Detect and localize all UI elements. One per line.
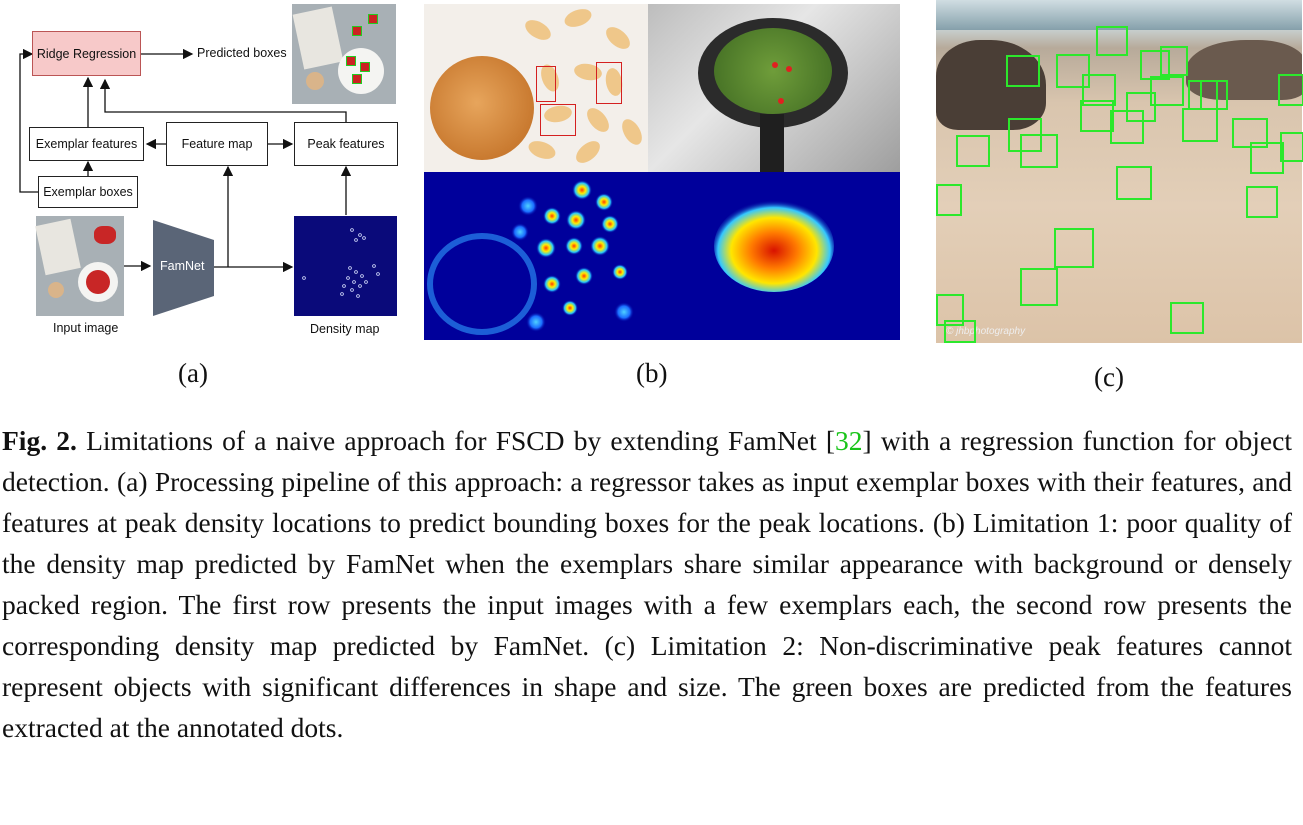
famnet-block — [153, 220, 214, 316]
detection-box — [1056, 54, 1090, 88]
exemplar-boxes-box: Exemplar boxes — [38, 176, 138, 208]
detection-box — [1140, 50, 1170, 80]
detection-box — [1116, 166, 1152, 200]
famnet-label: FamNet — [160, 259, 205, 273]
figure-label: Fig. 2. — [2, 425, 77, 456]
cashew-density-map — [424, 172, 648, 340]
peak-features-box: Peak features — [294, 122, 398, 166]
feature-map-box: Feature map — [166, 122, 268, 166]
detection-box — [1182, 108, 1218, 142]
detection-box — [1250, 142, 1284, 174]
input-image — [35, 216, 124, 316]
caption-text-2: ] with a regression function for object … — [2, 425, 1292, 743]
detection-box — [1246, 186, 1278, 218]
detection-box — [1278, 74, 1303, 106]
ridge-regression-label: Ridge Regression — [36, 46, 137, 61]
detection-box — [1200, 80, 1228, 110]
exemplar-boxes-label: Exemplar boxes — [43, 185, 133, 199]
detection-box — [1020, 268, 1058, 306]
exemplar-box — [540, 104, 576, 136]
cashew-image — [424, 4, 648, 172]
detection-box — [1080, 100, 1114, 132]
citation-link[interactable]: 32 — [835, 425, 863, 456]
detection-box — [956, 135, 990, 167]
exemplar-features-label: Exemplar features — [35, 137, 138, 151]
detection-box — [1006, 55, 1040, 87]
detection-box — [1054, 228, 1094, 268]
detection-box — [944, 320, 976, 343]
detection-box — [1126, 92, 1156, 122]
watermark-text: © jhbphotography — [946, 326, 1026, 337]
ridge-regression-box: Ridge Regression — [32, 31, 141, 76]
exemplar-box — [536, 66, 556, 102]
predicted-boxes-label: Predicted boxes — [197, 46, 287, 60]
detection-box — [1082, 74, 1116, 106]
detection-box — [1280, 132, 1303, 162]
detection-box — [1096, 26, 1128, 56]
peak-features-label: Peak features — [307, 137, 385, 151]
feature-map-label: Feature map — [181, 137, 253, 151]
detection-box — [1170, 302, 1204, 334]
detection-box — [1160, 46, 1188, 76]
density-map-image — [294, 216, 397, 316]
predicted-boxes-image — [292, 4, 396, 104]
caption-text-1: Limitations of a naive approach for FSCD… — [76, 425, 836, 456]
detection-box — [1020, 134, 1058, 168]
detection-box — [936, 184, 962, 216]
figure-caption: Fig. 2. Limitations of a naive approach … — [2, 420, 1292, 748]
exemplar-box — [596, 62, 622, 104]
detection-box — [936, 294, 964, 326]
panel-b-label: (b) — [636, 358, 668, 388]
penguin-beach-image: © jhbphotography — [936, 0, 1302, 343]
exemplar-features-box: Exemplar features — [29, 127, 144, 161]
panel-a-label: (a) — [178, 358, 208, 388]
density-map-label: Density map — [310, 322, 380, 336]
input-image-label: Input image — [53, 321, 119, 335]
peas-density-map — [648, 172, 900, 340]
panel-c-label: (c) — [1094, 362, 1124, 392]
detection-box — [1150, 76, 1184, 106]
pipeline-arrows — [19, 48, 352, 316]
peas-image — [648, 4, 900, 172]
